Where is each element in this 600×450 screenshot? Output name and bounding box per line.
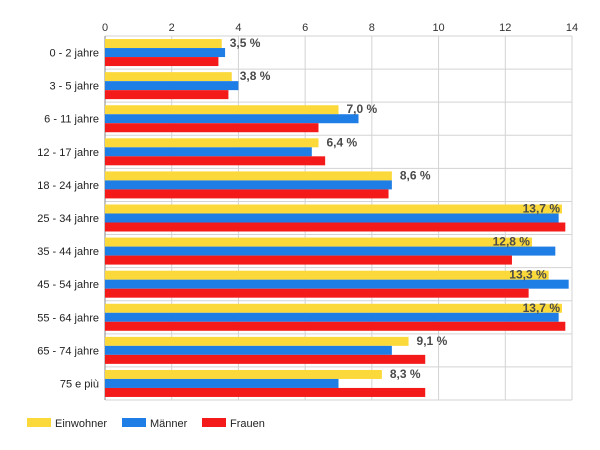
bar-männer [105,246,556,256]
category-label: 45 - 54 jahre [37,279,99,291]
bar-männer [105,213,559,223]
data-label: 8,6 % [400,168,431,182]
bar-einwohner [105,270,549,280]
bar-einwohner [105,369,382,379]
bar-männer [105,147,312,157]
bar-frauen [105,90,229,100]
bar-männer [105,48,226,58]
bar-frauen [105,321,566,331]
bar-einwohner [105,138,319,148]
legend: Einwohner Männer Frauen [27,418,265,430]
category-label: 12 - 17 jahre [37,147,99,159]
category-label: 75 e più [60,378,99,390]
legend-swatch [202,418,226,427]
data-label: 9,1 % [417,334,448,348]
x-tick-label: 6 [302,22,308,34]
data-label: 3,5 % [230,36,261,50]
bar-frauen [105,387,426,397]
bar-frauen [105,189,389,199]
bar-einwohner [105,237,532,247]
data-labels: 3,5 % 3,8 % 7,0 % 6,4 % 8,6 % 13,7 % 12,8 % 13,… [230,36,561,381]
category-label: 18 - 24 jahre [37,180,99,192]
bars [105,39,569,397]
bar-einwohner [105,303,562,313]
bar-männer [105,345,392,355]
legend-swatch [122,418,146,427]
bar-einwohner [105,204,562,214]
category-label: 25 - 34 jahre [37,213,99,225]
category-label: 0 - 2 jahre [49,48,99,60]
category-label: 6 - 11 jahre [44,114,99,126]
bar-männer [105,312,559,322]
category-label: 3 - 5 jahre [49,81,99,93]
data-label: 3,8 % [240,69,271,83]
y-axis-categories: 0 - 2 jahre 3 - 5 jahre 6 - 11 jahre 12 - 1… [37,48,99,391]
bar-männer [105,180,392,190]
x-tick-label: 12 [499,22,511,34]
x-tick-label: 4 [235,22,241,34]
x-tick-label: 10 [432,22,444,34]
data-label: 13,7 % [523,301,561,315]
data-label: 7,0 % [347,102,378,116]
x-tick-label: 14 [566,22,578,34]
bar-einwohner [105,105,339,115]
x-tick-label: 0 [102,22,108,34]
legend-label: Frauen [230,418,265,430]
bar-frauen [105,255,512,265]
legend-swatch [27,418,51,427]
bar-männer [105,279,569,289]
bar-einwohner [105,336,409,346]
x-axis-ticks: 0 2 4 6 8 10 12 14 [102,22,578,34]
data-label: 13,7 % [523,202,561,216]
bar-einwohner [105,39,222,49]
bar-frauen [105,123,319,133]
category-label: 65 - 74 jahre [37,345,99,357]
x-tick-label: 8 [369,22,375,34]
bar-frauen [105,288,529,298]
bar-frauen [105,57,219,67]
data-label: 8,3 % [390,367,421,381]
x-tick-label: 2 [169,22,175,34]
legend-label: Einwohner [55,418,107,430]
data-label: 13,3 % [509,268,547,282]
bar-einwohner [105,72,232,82]
bar-männer [105,81,239,91]
bar-frauen [105,156,326,166]
category-label: 35 - 44 jahre [37,246,99,258]
grid [104,35,573,401]
category-label: 55 - 64 jahre [37,312,99,324]
bar-frauen [105,222,566,232]
bar-einwohner [105,171,392,181]
bar-männer [105,378,339,388]
bar-männer [105,114,359,124]
legend-label: Männer [150,418,188,430]
bar-frauen [105,354,426,364]
data-label: 6,4 % [326,135,357,149]
data-label: 12,8 % [493,235,531,249]
